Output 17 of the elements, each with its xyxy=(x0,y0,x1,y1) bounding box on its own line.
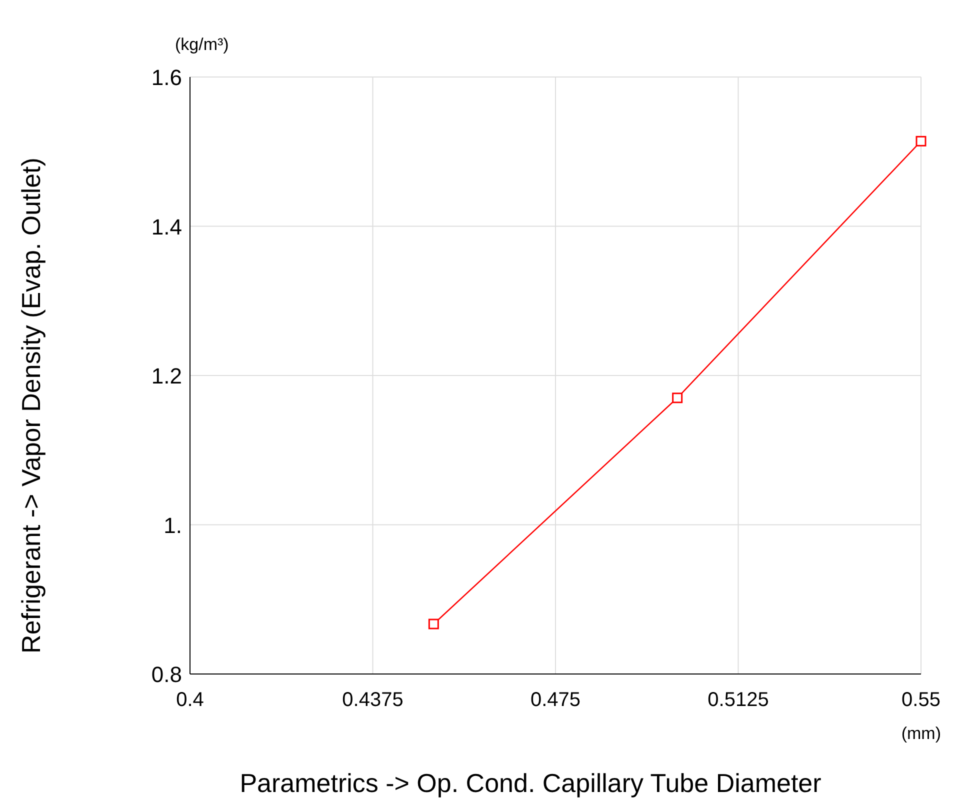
y-axis-title: Refrigerant -> Vapor Density (Evap. Outlet) xyxy=(16,158,46,654)
x-tick-label: 0.5125 xyxy=(708,689,769,711)
point xyxy=(428,618,439,630)
y-tick-label: 0.8 xyxy=(151,662,182,687)
point xyxy=(672,392,683,404)
y-tick-label: 1.6 xyxy=(151,65,182,90)
point xyxy=(916,136,926,146)
y-tick-label: 1.2 xyxy=(151,364,182,388)
x-tick-label: 0.55 xyxy=(902,689,940,711)
text: (kg/m³) xyxy=(175,35,229,54)
y-tick-label: 1. xyxy=(164,512,182,538)
x-tick-label: 0.475 xyxy=(530,689,581,711)
x-axis-title: Parametrics -> Op. Cond. Capillary Tube Diameter xyxy=(240,768,822,798)
y-tick-label: 1.4 xyxy=(151,214,182,240)
text: (mm) xyxy=(901,724,941,743)
x-tick-label: 0.4 xyxy=(176,689,204,711)
x-tick-label: 0.4375 xyxy=(342,689,404,711)
